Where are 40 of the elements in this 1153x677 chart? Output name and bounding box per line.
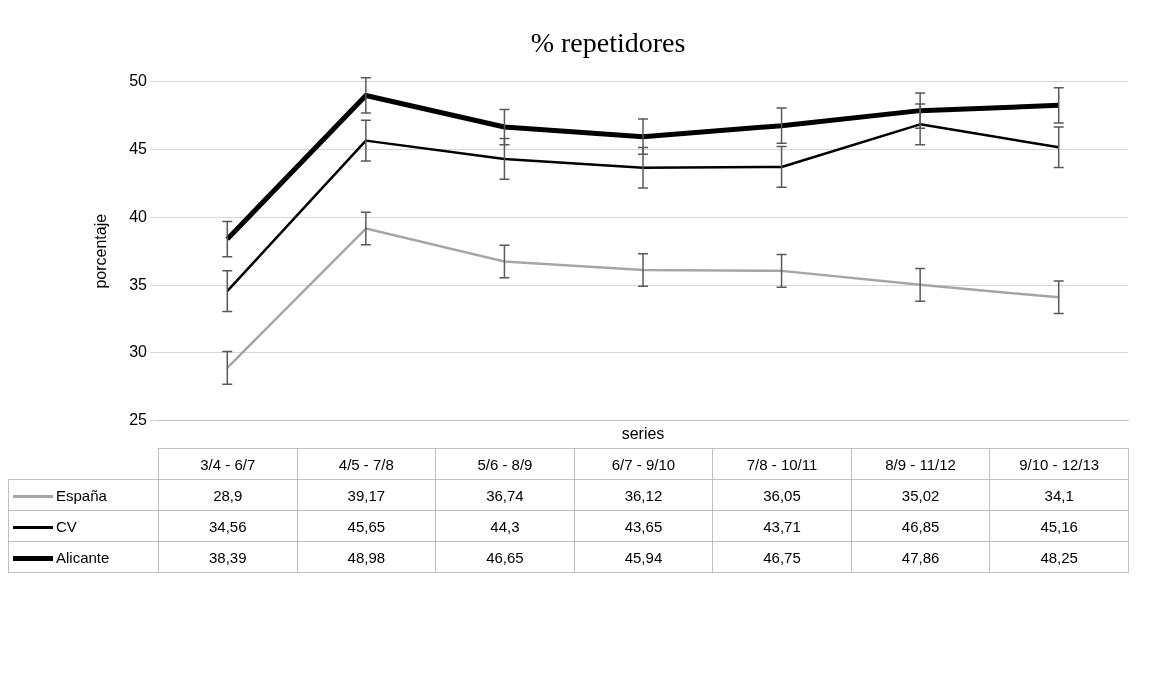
y-tick-label: 35 [129,275,148,293]
data-label: 34,1 [989,479,1129,511]
y-axis-title: porcentaje [92,213,110,289]
x-tick-label: 5/6 - 8/9 [435,448,575,480]
data-label: 34,56 [158,510,298,542]
data-label: 44,3 [435,510,575,542]
data-label: 46,65 [435,541,575,573]
x-tick-label: 6/7 - 9/10 [574,448,713,480]
data-label: 36,74 [435,479,575,511]
legend-label: CV [56,517,77,535]
y-tick-label: 50 [129,72,148,90]
data-label: 36,12 [574,479,713,511]
data-label: 28,9 [158,479,298,511]
x-axis-title: series [621,424,665,442]
x-tick-label: 4/5 - 7/8 [297,448,436,480]
data-label: 45,65 [297,510,436,542]
data-label: 48,98 [297,541,436,573]
x-tick-label: 9/10 - 12/13 [989,448,1129,480]
y-tick-label: 25 [129,411,148,429]
chart-title: % repetidores [530,27,686,59]
data-label: 45,16 [989,510,1129,542]
data-label: 48,25 [989,541,1129,573]
legend-label: Alicante [56,548,110,566]
legend-label: España [56,486,107,504]
x-tick-label: 7/8 - 10/11 [712,448,852,480]
data-label: 43,65 [574,510,713,542]
x-tick-label: 3/4 - 6/7 [158,448,298,480]
data-label: 39,17 [297,479,436,511]
x-tick-label: 8/9 - 11/12 [851,448,990,480]
data-label: 36,05 [712,479,852,511]
data-label: 47,86 [851,541,990,573]
y-tick-label: 40 [129,207,148,225]
data-label: 43,71 [712,510,852,542]
y-tick-label: 30 [129,343,148,361]
data-label: 45,94 [574,541,713,573]
data-label: 46,85 [851,510,990,542]
data-label: 35,02 [851,479,990,511]
y-tick-label: 45 [129,139,148,157]
data-label: 46,75 [712,541,852,573]
data-label: 38,39 [158,541,298,573]
